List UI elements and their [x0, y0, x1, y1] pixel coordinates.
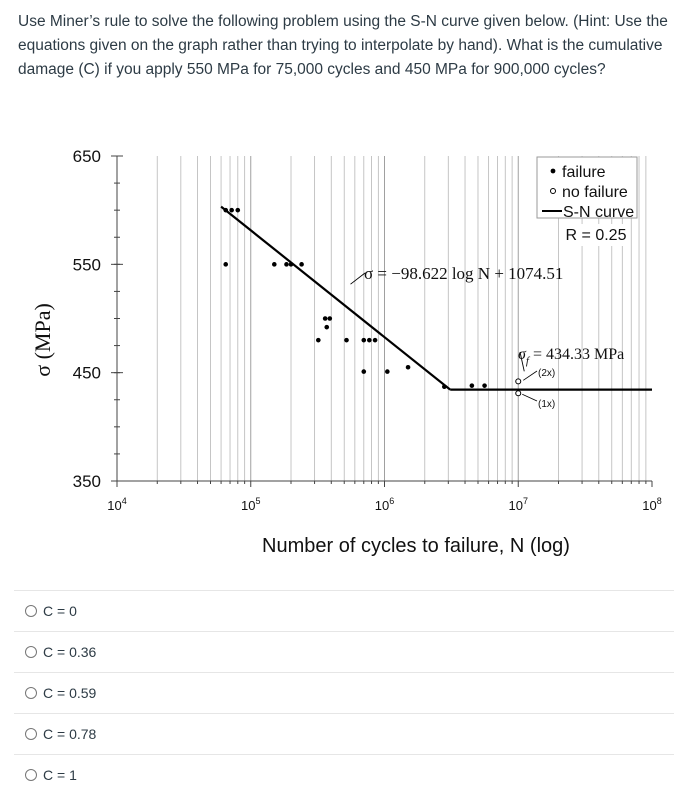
failure-point	[405, 364, 411, 370]
choice-label: C = 0.78	[43, 726, 97, 742]
r-ratio-label: R = 0.25	[566, 227, 627, 244]
y-tick-label: 650	[73, 147, 101, 166]
sn-curve-group	[220, 205, 652, 391]
x-tick-label: 108	[642, 496, 661, 513]
equation-label: σ = −98.622 log N + 1074.51	[364, 264, 563, 283]
x-tick-label: 107	[509, 496, 528, 513]
x-axis-label: Number of cycles to failure, N (log)	[262, 535, 570, 557]
sn-curve-sloped	[220, 205, 451, 391]
failure-point	[324, 324, 330, 330]
radio-button[interactable]	[25, 646, 37, 658]
legend-box	[536, 156, 638, 219]
legend-failure-marker	[550, 168, 556, 174]
choice-c-0-36[interactable]: C = 0.36	[14, 631, 674, 672]
failure-point	[372, 337, 378, 343]
chart-legend: failure no failure S-N curve R = 0.25	[536, 156, 638, 246]
legend-runout-marker	[550, 188, 556, 194]
choice-label: C = 0.59	[43, 685, 97, 701]
radio-button[interactable]	[25, 605, 37, 617]
choice-label: C = 0.36	[43, 644, 97, 660]
runout-2x-leader	[523, 370, 538, 381]
failure-point	[272, 262, 277, 267]
failure-point	[469, 383, 475, 388]
radio-button[interactable]	[25, 687, 37, 699]
failure-point	[229, 207, 234, 213]
data-points	[223, 207, 522, 397]
y-tick-label: 450	[73, 364, 101, 383]
choice-c-1[interactable]: C = 1	[14, 754, 674, 795]
choice-c-0-78[interactable]: C = 0.78	[14, 713, 674, 754]
equation-leader	[350, 272, 366, 285]
failure-point	[223, 262, 229, 267]
chart-annotations: σ = −98.622 log N + 1074.51 σf = 434.33 M…	[350, 264, 624, 410]
y-axis-label: σ (MPa)	[30, 303, 55, 377]
x-tick-label: 106	[375, 496, 394, 513]
legend-failure-label: failure	[562, 164, 606, 181]
failure-point	[327, 316, 333, 321]
failure-point	[288, 262, 294, 267]
legend-sn-curve-label: S-N curve	[563, 204, 634, 221]
x-tick-label: 105	[241, 496, 260, 513]
failure-point	[385, 369, 390, 374]
sn-curve-chart: 650 550 450 350 104 105 106 107 108 σ = −98.622 …	[30, 147, 662, 557]
failure-point	[223, 207, 229, 213]
failure-point	[235, 207, 241, 213]
radio-button[interactable]	[25, 728, 37, 740]
failure-point	[442, 384, 447, 390]
failure-point	[322, 316, 328, 321]
answer-choices: C = 0 C = 0.36 C = 0.59 C = 0.78 C = 1	[14, 590, 674, 795]
chart-ticks: 650 550 450 350 104 105 106 107 108	[73, 147, 662, 513]
question-text: Use Miner’s rule to solve the following …	[18, 13, 668, 78]
failure-point	[284, 262, 289, 267]
choice-label: C = 0	[43, 603, 77, 619]
endurance-leader	[519, 351, 525, 372]
legend-no-failure-label: no failure	[562, 184, 628, 201]
runout-2x-label: (2x)	[538, 368, 555, 379]
failure-point	[482, 383, 487, 388]
runout-1x-leader	[522, 393, 538, 402]
choice-c-0[interactable]: C = 0	[14, 590, 674, 631]
y-tick-label: 550	[73, 255, 101, 274]
y-tick-label: 350	[73, 472, 101, 491]
runout-point	[515, 390, 522, 397]
x-tick-label: 104	[107, 496, 126, 513]
failure-point	[361, 369, 367, 374]
choice-label: C = 1	[43, 767, 77, 783]
runout-point	[515, 378, 522, 385]
endurance-limit-label: σf = 434.33 MPa	[518, 346, 624, 367]
legend-note-bg	[561, 224, 629, 246]
failure-point	[367, 337, 372, 343]
failure-point	[361, 337, 367, 343]
runout-1x-label: (1x)	[538, 399, 555, 410]
choice-c-0-59[interactable]: C = 0.59	[14, 672, 674, 713]
failure-point	[299, 262, 304, 267]
failure-point	[344, 337, 349, 343]
radio-button[interactable]	[25, 769, 37, 781]
failure-point	[316, 337, 321, 343]
